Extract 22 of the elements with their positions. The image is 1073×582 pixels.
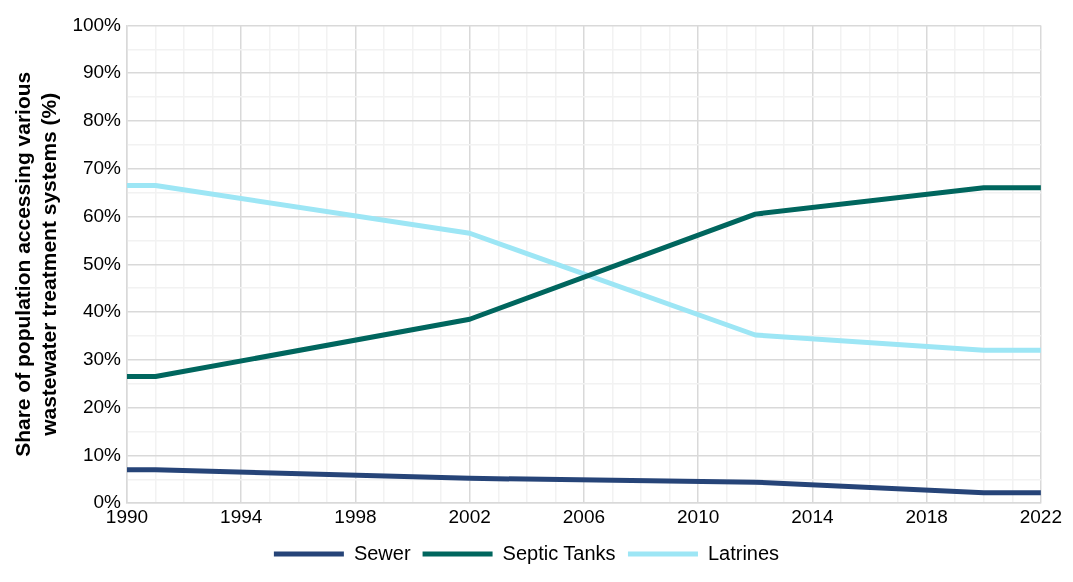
y-tick-label: 10% <box>82 443 122 465</box>
y-tick-label: 40% <box>82 300 122 322</box>
legend-label: Sewer <box>353 541 411 564</box>
y-axis-title: Share of population accessing various wastewater treatment systems (%) <box>11 71 60 457</box>
x-tick-label: 2014 <box>791 505 834 527</box>
y-tick-label: 20% <box>82 395 122 417</box>
y-tick-label: 70% <box>82 156 122 178</box>
x-tick-label: 1998 <box>334 505 377 527</box>
legend-label: Latrines <box>707 541 780 564</box>
x-tick-label: 2022 <box>1019 505 1063 527</box>
y-tick-label: 30% <box>82 348 122 370</box>
x-tick-label: 2006 <box>562 505 606 527</box>
y-tick-label: 50% <box>82 252 122 274</box>
legend-label: Septic Tanks <box>502 541 616 564</box>
x-tick-label: 2010 <box>677 505 720 527</box>
x-tick-label: 2018 <box>905 505 948 527</box>
y-tick-label: 90% <box>82 61 122 83</box>
y-tick-label: 100% <box>72 13 122 35</box>
y-tick-label: 80% <box>82 109 122 131</box>
x-tick-label: 2002 <box>448 505 491 527</box>
y-tick-label: 60% <box>82 204 122 226</box>
x-tick-label: 1994 <box>220 505 263 527</box>
